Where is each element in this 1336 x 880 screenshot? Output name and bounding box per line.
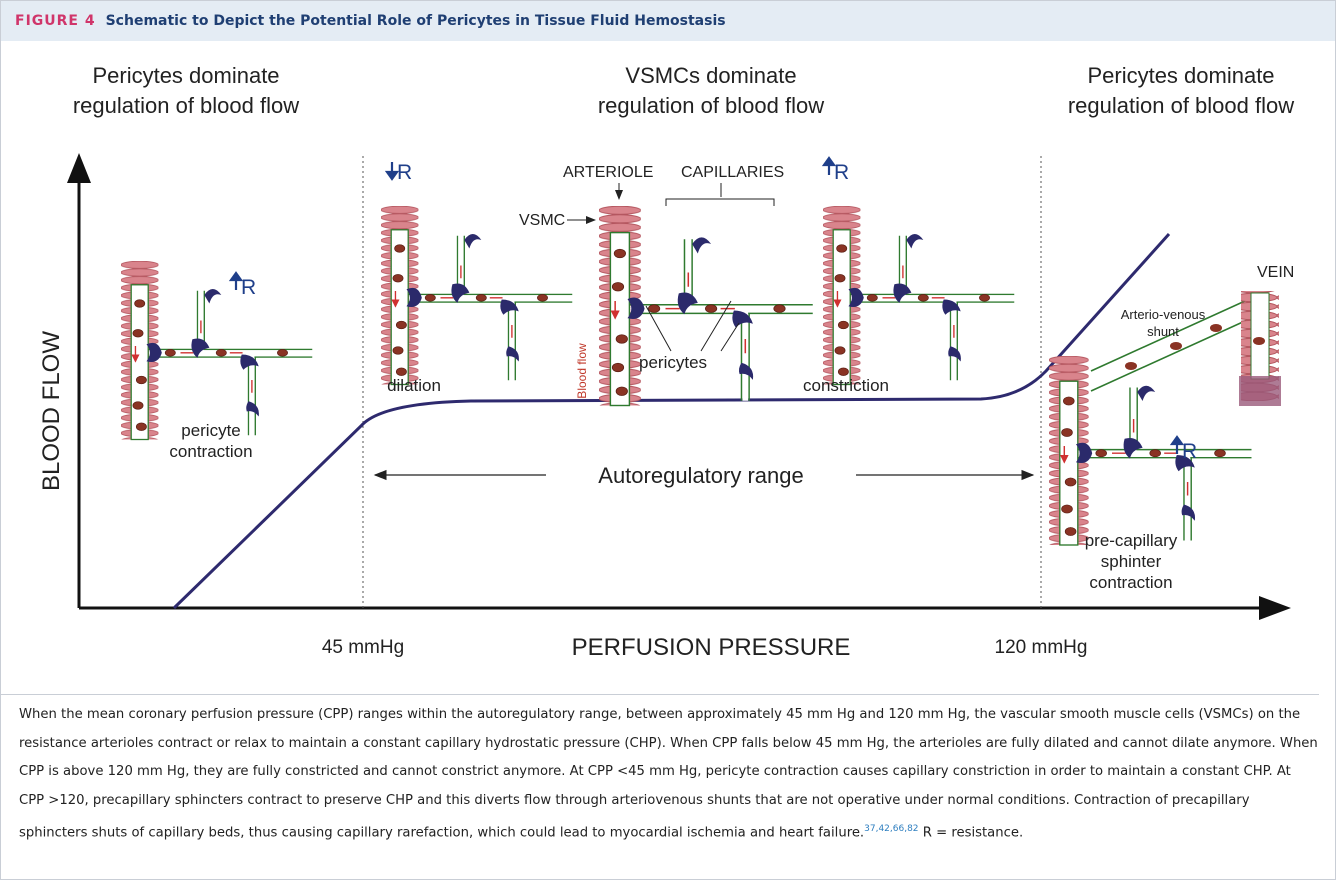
vessel-normal [599,206,813,406]
schematic: Pericytes dominate regulation of blood f… [1,41,1335,693]
vessel-left [121,261,312,440]
resistance-label: R [241,276,256,299]
vessel-constriction [823,206,1014,385]
vessel-dilation [381,206,572,385]
heading: VSMCs dominate [625,63,796,88]
threshold-label: 120 mmHg [995,637,1088,658]
annotation: pericyte [181,421,241,440]
figure-label: FIGURE 4 [15,13,96,29]
annotation: pericytes [639,353,707,372]
annotation: contraction [169,442,252,461]
annotation: constriction [803,376,889,395]
heading: regulation of blood flow [73,93,299,118]
resistance-label: R [834,161,849,184]
caption-refs[interactable]: 37,42,66,82 [864,824,918,834]
figure-title: Schematic to Depict the Potential Role o… [106,13,726,29]
annotation: VSMC [519,212,565,229]
caption-text: When the mean coronary perfusion pressur… [19,707,1318,840]
caption-tail: R = resistance. [919,825,1024,840]
flow-curve [174,234,1169,608]
heading: regulation of blood flow [1068,93,1294,118]
heading: Pericytes dominate [1087,63,1274,88]
annotation: Blood flow [575,343,589,399]
resistance-label: R [397,161,412,184]
annotation: Arterio-venous [1121,307,1206,322]
annotation: dilation [387,376,441,395]
annotation: contraction [1089,573,1172,592]
threshold-label: 45 mmHg [322,637,404,658]
bracket [666,183,774,206]
x-axis-label: PERFUSION PRESSURE [572,634,851,661]
heading: Pericytes dominate [92,63,279,88]
vessel-right [1049,356,1252,545]
caption: When the mean coronary perfusion pressur… [1,694,1319,848]
annotation: sphinter [1101,552,1162,571]
y-axis-label: BLOOD FLOW [38,331,65,491]
annotation: pre-capillary [1085,531,1178,550]
range-label: Autoregulatory range [598,463,803,488]
annotation: shunt [1147,324,1179,339]
resistance-label: R [1182,440,1197,463]
annotation: ARTERIOLE [563,164,653,181]
heading: regulation of blood flow [598,93,824,118]
annotation: VEIN [1257,264,1294,281]
figure-panel: FIGURE 4 Schematic to Depict the Potenti… [0,0,1336,880]
annotation: CAPILLARIES [681,164,784,181]
figure-header: FIGURE 4 Schematic to Depict the Potenti… [1,1,1335,41]
